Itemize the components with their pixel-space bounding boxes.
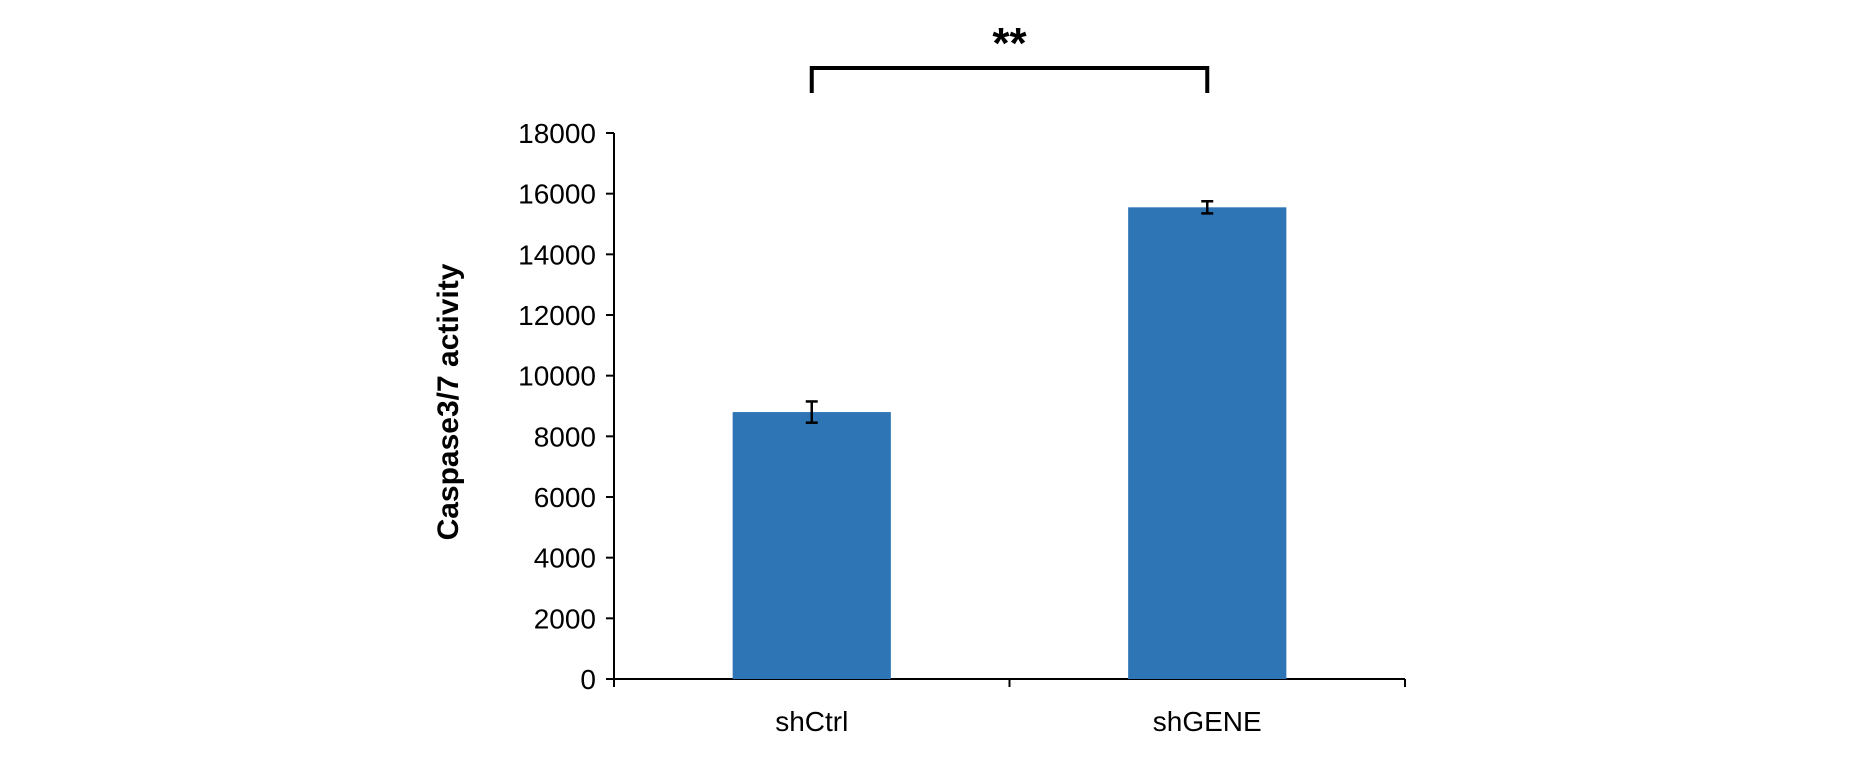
significance-marker: ** xyxy=(992,19,1027,68)
y-axis-label: Caspase3/7 activity xyxy=(432,263,465,540)
y-tick-label: 16000 xyxy=(518,179,596,210)
error-bars xyxy=(805,200,1214,424)
x-tick-label: shCtrl xyxy=(775,706,848,737)
x-tick-label: shGENE xyxy=(1153,706,1262,737)
y-tick-label: 0 xyxy=(580,664,596,695)
significance-annotation: ** xyxy=(809,19,1210,93)
y-tick-label: 6000 xyxy=(534,482,596,513)
y-tick-label: 18000 xyxy=(518,118,596,149)
y-tick-label: 14000 xyxy=(518,239,596,270)
y-tick-label: 8000 xyxy=(534,421,596,452)
y-tick-label: 12000 xyxy=(518,300,596,331)
error-bar xyxy=(805,400,818,424)
bar xyxy=(732,412,891,679)
bar xyxy=(1128,207,1287,680)
significance-bracket xyxy=(809,66,1210,93)
x-tick-labels: shCtrl shGENE xyxy=(775,706,1262,737)
y-tick-label: 2000 xyxy=(534,603,596,634)
bars xyxy=(732,207,1287,680)
y-tick-label: 10000 xyxy=(518,361,596,392)
error-bar xyxy=(1201,200,1214,215)
y-tick-label: 4000 xyxy=(534,543,596,574)
y-ticks: 0 2000 4000 6000 8000 10000 12000 14000 16000 180… xyxy=(518,118,614,695)
